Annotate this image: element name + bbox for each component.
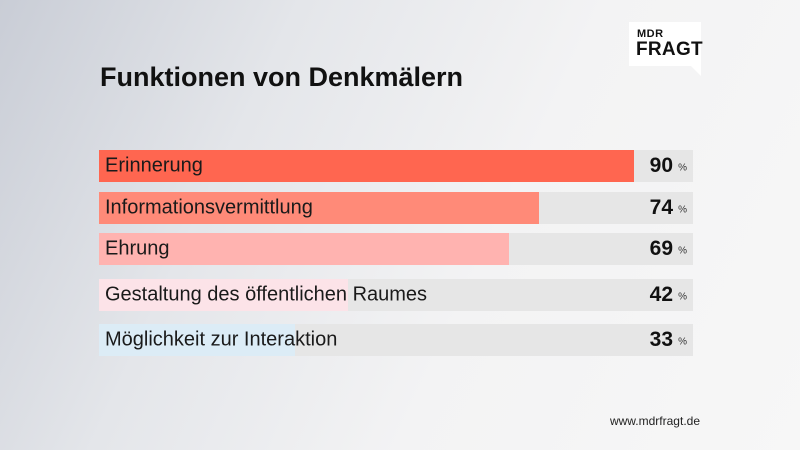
category-label: Möglichkeit zur Interaktion xyxy=(105,328,338,351)
logo-top-text: MDR xyxy=(637,28,664,40)
chart-title: Funktionen von Denkmälern xyxy=(100,62,464,92)
bar xyxy=(99,192,539,224)
category-label: Informationsvermittlung xyxy=(105,196,313,219)
category-label: Ehrung xyxy=(105,237,170,260)
bar-row: Informationsvermittlung 74% xyxy=(99,192,693,224)
mdr-fragt-logo: MDR FRAGT xyxy=(629,22,703,76)
bar-row: Gestaltung des öffentlichen Raumes 42% xyxy=(99,279,693,311)
bar-row: Möglichkeit zur Interaktion 33% xyxy=(99,324,693,356)
logo-bottom-text: FRAGT xyxy=(636,39,703,60)
value-label: 33 xyxy=(649,328,673,351)
value-label: 90 xyxy=(649,154,673,177)
bar-row: Ehrung 69% xyxy=(99,233,693,265)
bar xyxy=(99,150,634,182)
category-label: Erinnerung xyxy=(105,154,203,177)
unit-label: % xyxy=(678,245,687,257)
bar xyxy=(99,279,349,311)
unit-label: % xyxy=(678,162,687,174)
value-label: 42 xyxy=(649,283,673,306)
value-label: 69 xyxy=(649,237,673,260)
bar xyxy=(99,324,296,356)
bar xyxy=(99,233,509,265)
footer-url: www.mdrfragt.de xyxy=(609,414,700,428)
unit-label: % xyxy=(678,291,687,303)
category-label: Gestaltung des öffentlichen Raumes xyxy=(105,283,428,306)
unit-label: % xyxy=(678,204,687,216)
unit-label: % xyxy=(678,336,687,348)
value-label: 74 xyxy=(649,196,673,219)
bar-row: Erinnerung 90% xyxy=(99,150,693,182)
